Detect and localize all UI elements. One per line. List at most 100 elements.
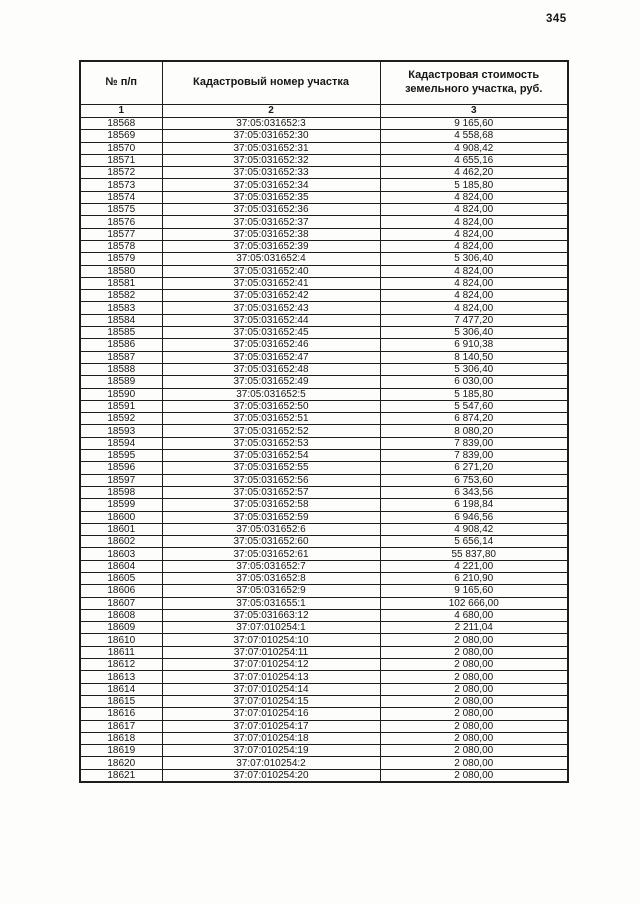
cadastral-number-cell: 37:05:031652:58 <box>161 498 381 512</box>
table-row: 18593 37:05:031652:52 8 080,20 <box>79 424 569 438</box>
cadastral-number-cell: 37:05:031652:50 <box>161 399 381 414</box>
header-cadastral-number: Кадастровый номер участка <box>161 60 381 105</box>
table-row: 18581 37:05:031652:41 4 824,00 <box>79 276 569 291</box>
row-number-cell: 18611 <box>79 645 163 660</box>
table-row: 18594 37:05:031652:53 7 839,00 <box>79 436 569 451</box>
cadastral-number-cell: 37:05:031652:6 <box>161 522 381 537</box>
cadastral-number-cell: 37:05:031652:54 <box>161 449 381 463</box>
cadastral-value-cell: 7 839,00 <box>379 436 569 451</box>
row-number-cell: 18586 <box>79 338 163 352</box>
cadastral-number-cell: 37:07:010254:17 <box>161 719 381 733</box>
row-number-cell: 18588 <box>79 362 163 377</box>
table-row: 18572 37:05:031652:33 4 462,20 <box>79 166 569 180</box>
table-row: 18575 37:05:031652:36 4 824,00 <box>79 203 569 217</box>
row-number-cell: 18575 <box>79 203 163 217</box>
cadastral-number-cell: 37:05:031652:45 <box>161 326 381 340</box>
table-row: 18580 37:05:031652:40 4 824,00 <box>79 264 569 278</box>
cadastral-value-cell: 5 306,40 <box>379 252 569 266</box>
row-number-cell: 18594 <box>79 436 163 451</box>
table-row: 18582 37:05:031652:42 4 824,00 <box>79 289 569 303</box>
table-row: 18614 37:07:010254:14 2 080,00 <box>79 682 569 696</box>
row-number-cell: 18582 <box>79 289 163 303</box>
cadastral-value-cell: 8 140,50 <box>379 350 569 364</box>
row-number-cell: 18604 <box>79 559 163 573</box>
row-number-cell: 18593 <box>79 424 163 438</box>
row-number-cell: 18607 <box>79 596 163 610</box>
cadastral-number-cell: 37:05:031652:9 <box>161 584 381 598</box>
cadastral-value-cell: 4 824,00 <box>379 190 569 205</box>
table-row: 18592 37:05:031652:51 6 874,20 <box>79 412 569 426</box>
table-row: 18598 37:05:031652:57 6 343,56 <box>79 485 569 500</box>
cadastral-number-cell: 37:05:031652:52 <box>161 424 381 438</box>
table-row: 18615 37:07:010254:15 2 080,00 <box>79 694 569 709</box>
cadastral-value-cell: 5 306,40 <box>379 326 569 340</box>
row-number-cell: 18596 <box>79 461 163 475</box>
cadastral-value-cell: 4 655,16 <box>379 153 569 168</box>
cadastral-number-cell: 37:05:031652:43 <box>161 301 381 315</box>
cadastral-value-cell: 6 343,56 <box>379 485 569 500</box>
row-number-cell: 18573 <box>79 178 163 192</box>
cadastral-value-cell: 2 080,00 <box>379 768 569 783</box>
row-number-cell: 18599 <box>79 498 163 512</box>
table-row: 18577 37:05:031652:38 4 824,00 <box>79 227 569 241</box>
table-row: 18579 37:05:031652:4 5 306,40 <box>79 252 569 266</box>
cadastral-number-cell: 37:05:031652:47 <box>161 350 381 364</box>
cadastral-value-cell: 4 824,00 <box>379 289 569 303</box>
row-number-cell: 18617 <box>79 719 163 733</box>
row-number-cell: 18574 <box>79 190 163 205</box>
cadastral-value-cell: 4 824,00 <box>379 264 569 278</box>
table-row: 18617 37:07:010254:17 2 080,00 <box>79 719 569 733</box>
cadastral-number-cell: 37:05:031652:57 <box>161 485 381 500</box>
cadastral-value-cell: 4 824,00 <box>379 276 569 291</box>
table-row: 18605 37:05:031652:8 6 210,90 <box>79 571 569 586</box>
row-number-cell: 18577 <box>79 227 163 241</box>
column-number-2: 2 <box>161 104 381 118</box>
table-row: 18620 37:07:010254:2 2 080,00 <box>79 756 569 770</box>
table-row: 18586 37:05:031652:46 6 910,38 <box>79 338 569 352</box>
cadastral-number-cell: 37:05:031652:49 <box>161 375 381 389</box>
cadastral-value-cell: 4 462,20 <box>379 166 569 180</box>
cadastral-number-cell: 37:05:031652:60 <box>161 535 381 549</box>
page-number: 345 <box>546 13 567 25</box>
cadastral-number-cell: 37:05:031652:41 <box>161 276 381 291</box>
cadastral-number-cell: 37:05:031652:46 <box>161 338 381 352</box>
cadastral-number-cell: 37:05:031652:39 <box>161 239 381 254</box>
row-number-cell: 18601 <box>79 522 163 537</box>
cadastral-number-cell: 37:05:031652:33 <box>161 166 381 180</box>
cadastral-value-cell: 6 910,38 <box>379 338 569 352</box>
cadastral-number-cell: 37:07:010254:11 <box>161 645 381 660</box>
cadastral-value-cell: 2 080,00 <box>379 633 569 647</box>
table-row: 18604 37:05:031652:7 4 221,00 <box>79 559 569 573</box>
cadastral-value-cell: 6 198,84 <box>379 498 569 512</box>
row-number-cell: 18580 <box>79 264 163 278</box>
table-row: 18606 37:05:031652:9 9 165,60 <box>79 584 569 598</box>
cadastral-number-cell: 37:07:010254:2 <box>161 756 381 770</box>
cadastral-number-cell: 37:05:031652:53 <box>161 436 381 451</box>
cadastral-number-cell: 37:05:031652:5 <box>161 387 381 401</box>
table-row: 18601 37:05:031652:6 4 908,42 <box>79 522 569 537</box>
cadastral-number-cell: 37:07:010254:20 <box>161 768 381 783</box>
cadastral-number-cell: 37:07:010254:13 <box>161 670 381 684</box>
cadastral-number-cell: 37:07:010254:1 <box>161 621 381 635</box>
row-number-cell: 18597 <box>79 473 163 487</box>
row-number-cell: 18605 <box>79 571 163 586</box>
cadastral-value-cell: 102 666,00 <box>379 596 569 610</box>
table-header-row: № п/п Кадастровый номер участка Кадастро… <box>79 60 569 105</box>
cadastral-number-cell: 37:05:031652:59 <box>161 510 381 524</box>
cadastral-value-cell: 2 080,00 <box>379 731 569 746</box>
cadastral-value-cell: 2 080,00 <box>379 756 569 770</box>
table-row: 18583 37:05:031652:43 4 824,00 <box>79 301 569 315</box>
cadastral-number-cell: 37:07:010254:15 <box>161 694 381 709</box>
cadastral-number-cell: 37:05:031663:12 <box>161 608 381 623</box>
cadastral-value-cell: 4 824,00 <box>379 215 569 229</box>
cadastral-number-cell: 37:05:031652:56 <box>161 473 381 487</box>
cadastral-value-cell: 2 080,00 <box>379 658 569 672</box>
table-row: 18578 37:05:031652:39 4 824,00 <box>79 239 569 254</box>
cadastral-number-cell: 37:05:031652:38 <box>161 227 381 241</box>
row-number-cell: 18583 <box>79 301 163 315</box>
cadastral-value-cell: 6 946,56 <box>379 510 569 524</box>
table-row: 18595 37:05:031652:54 7 839,00 <box>79 449 569 463</box>
cadastral-number-cell: 37:05:031652:36 <box>161 203 381 217</box>
cadastral-number-cell: 37:05:031652:7 <box>161 559 381 573</box>
table-row: 18571 37:05:031652:32 4 655,16 <box>79 153 569 168</box>
